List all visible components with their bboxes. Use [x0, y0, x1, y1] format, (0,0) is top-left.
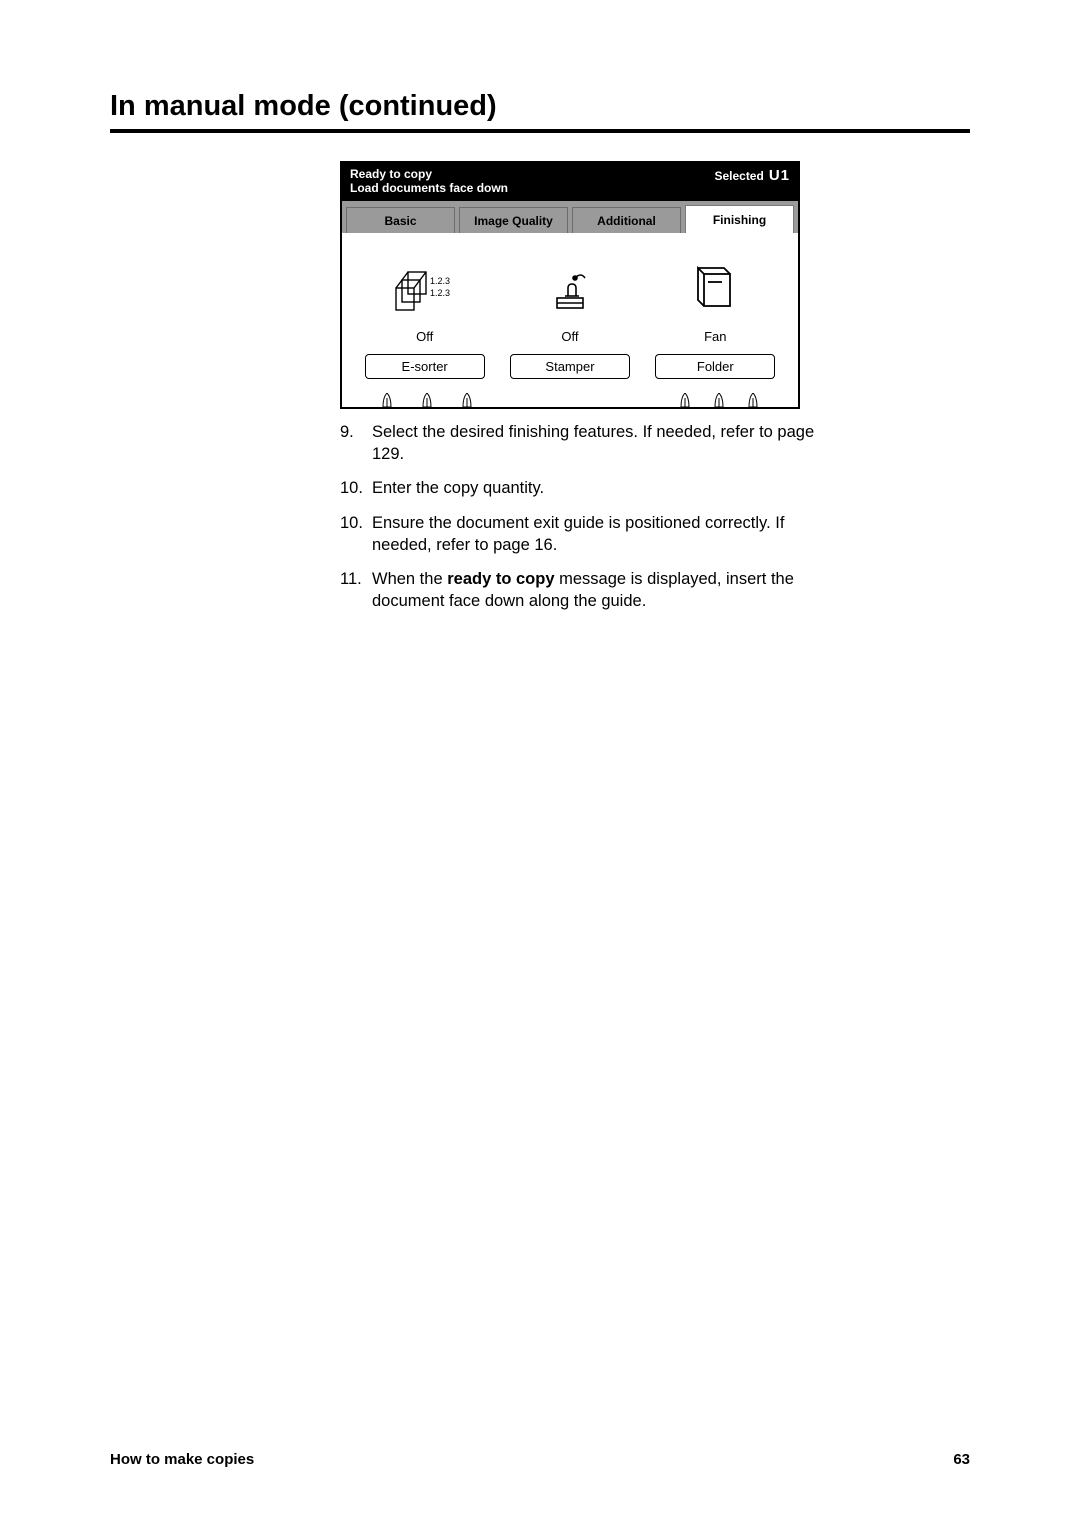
- status-line-1: Ready to copy: [350, 167, 508, 181]
- handle-icon: [714, 393, 724, 407]
- handle-icon: [462, 393, 472, 407]
- step-number: 9.: [340, 421, 372, 466]
- tab-image-quality[interactable]: Image Quality: [459, 207, 568, 233]
- selected-value: U1: [769, 167, 790, 184]
- tab-basic[interactable]: Basic: [346, 207, 455, 233]
- instruction-item: 11. When the ready to copy message is di…: [340, 568, 840, 613]
- stamper-button[interactable]: Stamper: [510, 354, 630, 379]
- esorter-icon: 1.2.3 1.2.3: [365, 258, 485, 319]
- folder-button[interactable]: Folder: [655, 354, 775, 379]
- esorter-button[interactable]: E-sorter: [365, 354, 485, 379]
- tab-finishing[interactable]: Finishing: [685, 205, 794, 233]
- instruction-list: 9. Select the desired finishing features…: [340, 421, 840, 613]
- tab-bar: Basic Image Quality Additional Finishing: [342, 201, 798, 233]
- handle-icon: [748, 393, 758, 407]
- step-text: Enter the copy quantity.: [372, 477, 840, 499]
- step-number: 11.: [340, 568, 372, 613]
- instruction-item: 10. Enter the copy quantity.: [340, 477, 840, 499]
- panel-header: Ready to copy Load documents face down S…: [342, 163, 798, 201]
- copier-panel: Ready to copy Load documents face down S…: [340, 161, 800, 409]
- handle-icon: [422, 393, 432, 407]
- step-text: Ensure the document exit guide is positi…: [372, 512, 840, 557]
- stamper-state: Off: [510, 329, 630, 344]
- tab-additional[interactable]: Additional: [572, 207, 681, 233]
- step-text: When the ready to copy message is displa…: [372, 568, 840, 613]
- stamper-icon: [510, 258, 630, 319]
- handle-icon: [382, 393, 392, 407]
- instruction-item: 9. Select the desired finishing features…: [340, 421, 840, 466]
- handle-icon: [680, 393, 690, 407]
- folder-state: Fan: [655, 329, 775, 344]
- handle-row: [342, 387, 798, 407]
- footer-page-number: 63: [953, 1451, 970, 1468]
- step-number: 10.: [340, 512, 372, 557]
- esorter-state: Off: [365, 329, 485, 344]
- svg-text:1.2.3: 1.2.3: [430, 276, 450, 286]
- footer-section: How to make copies: [110, 1451, 254, 1468]
- folder-icon: [655, 258, 775, 319]
- page-heading: In manual mode (continued): [110, 90, 497, 122]
- instruction-item: 10. Ensure the document exit guide is po…: [340, 512, 840, 557]
- status-line-2: Load documents face down: [350, 181, 508, 195]
- step-number: 10.: [340, 477, 372, 499]
- step-text: Select the desired finishing features. I…: [372, 421, 840, 466]
- selected-label: Selected: [714, 169, 763, 183]
- svg-text:1.2.3: 1.2.3: [430, 288, 450, 298]
